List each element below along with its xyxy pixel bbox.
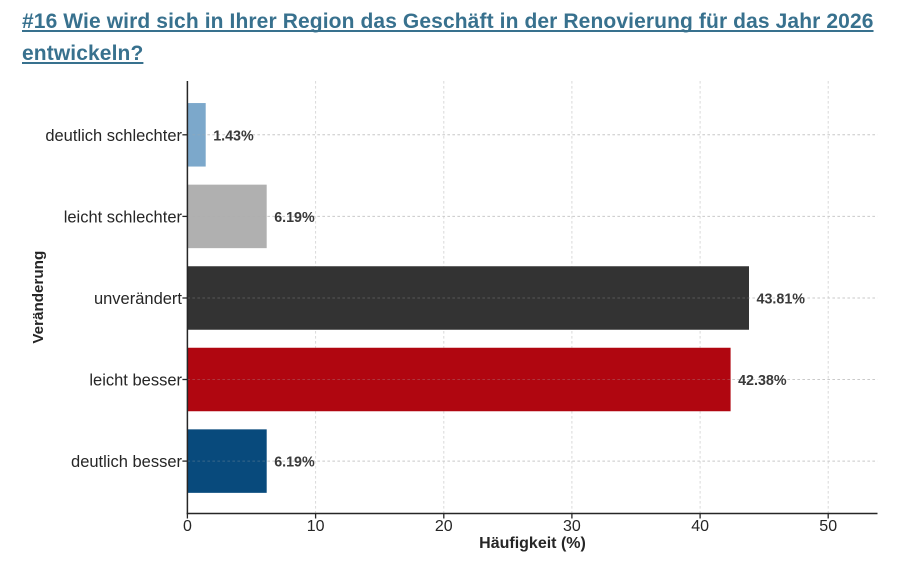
- svg-text:40: 40: [691, 518, 709, 535]
- svg-text:20: 20: [435, 518, 453, 535]
- svg-text:unverändert: unverändert: [94, 290, 182, 308]
- svg-text:Häufigkeit (%): Häufigkeit (%): [479, 535, 586, 552]
- svg-text:deutlich schlechter: deutlich schlechter: [45, 127, 182, 145]
- svg-text:50: 50: [819, 518, 837, 535]
- svg-text:1.43%: 1.43%: [213, 128, 254, 144]
- svg-text:6.19%: 6.19%: [274, 210, 315, 226]
- svg-text:0: 0: [183, 518, 192, 535]
- svg-text:43.81%: 43.81%: [757, 292, 806, 308]
- svg-text:leicht besser: leicht besser: [89, 372, 182, 390]
- svg-text:42.38%: 42.38%: [738, 373, 787, 389]
- svg-text:10: 10: [307, 518, 325, 535]
- svg-text:6.19%: 6.19%: [274, 455, 315, 471]
- svg-text:leicht schlechter: leicht schlechter: [64, 209, 183, 227]
- svg-text:Veränderung: Veränderung: [30, 251, 47, 344]
- svg-text:30: 30: [563, 518, 581, 535]
- svg-text:deutlich besser: deutlich besser: [71, 453, 182, 471]
